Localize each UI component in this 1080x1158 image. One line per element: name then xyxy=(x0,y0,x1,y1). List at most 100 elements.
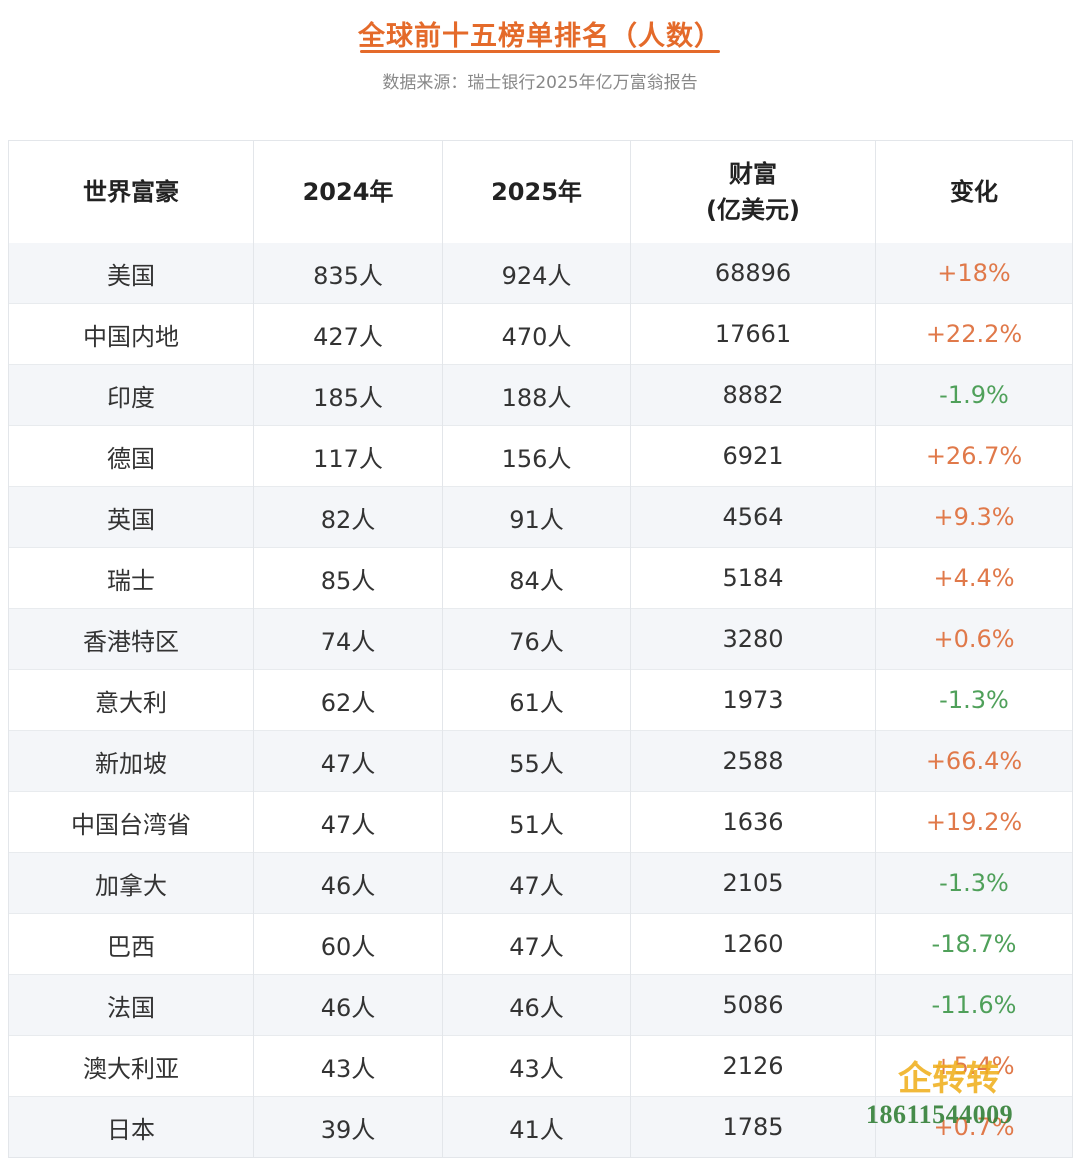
cell-wealth: 1636 xyxy=(630,791,876,853)
cell-country: 德国 xyxy=(8,425,254,487)
column-header-2024: 2024年 xyxy=(253,140,443,243)
table-header-row: 世界富豪 2024年 2025年 财富 (亿美元) 变化 xyxy=(8,140,1073,243)
table-row: 日本 39人 41人 1785 +0.7% xyxy=(8,1096,1073,1158)
page-title: 全球前十五榜单排名（人数） xyxy=(358,21,722,52)
cell-country: 美国 xyxy=(8,243,254,304)
cell-count-2024: 185人 xyxy=(253,364,443,426)
cell-country: 新加坡 xyxy=(8,730,254,792)
cell-count-2024: 47人 xyxy=(253,791,443,853)
table-row: 澳大利亚 43人 43人 2126 +5.4% xyxy=(8,1035,1073,1097)
table-row: 印度 185人 188人 8882 -1.9% xyxy=(8,364,1073,426)
table-row: 中国台湾省 47人 51人 1636 +19.2% xyxy=(8,791,1073,853)
cell-count-2025: 61人 xyxy=(442,669,631,731)
table-row: 法国 46人 46人 5086 -11.6% xyxy=(8,974,1073,1036)
cell-country: 法国 xyxy=(8,974,254,1036)
cell-change: -1.9% xyxy=(875,364,1073,426)
cell-count-2025: 47人 xyxy=(442,913,631,975)
cell-wealth: 2105 xyxy=(630,852,876,914)
cell-change: +26.7% xyxy=(875,425,1073,487)
cell-wealth: 1973 xyxy=(630,669,876,731)
watermark-logo: 企转转 xyxy=(898,1061,1000,1098)
cell-count-2024: 85人 xyxy=(253,547,443,609)
cell-wealth: 2588 xyxy=(630,730,876,792)
column-header-change: 变化 xyxy=(875,140,1073,243)
cell-count-2025: 470人 xyxy=(442,303,631,365)
table-row: 香港特区 74人 76人 3280 +0.6% xyxy=(8,608,1073,670)
cell-wealth: 5184 xyxy=(630,547,876,609)
cell-change: +0.7% xyxy=(875,1096,1073,1158)
column-header-2025: 2025年 xyxy=(442,140,631,243)
table-row: 美国 835人 924人 68896 +18% xyxy=(8,243,1073,304)
cell-wealth: 17661 xyxy=(630,303,876,365)
cell-change: +22.2% xyxy=(875,303,1073,365)
cell-count-2025: 84人 xyxy=(442,547,631,609)
cell-wealth: 2126 xyxy=(630,1035,876,1097)
cell-count-2025: 91人 xyxy=(442,486,631,548)
column-header-country: 世界富豪 xyxy=(8,140,254,243)
cell-count-2025: 924人 xyxy=(442,243,631,304)
cell-count-2024: 117人 xyxy=(253,425,443,487)
cell-wealth: 4564 xyxy=(630,486,876,548)
watermark-phone: 18611544009 xyxy=(866,1100,1014,1129)
table-row: 意大利 62人 61人 1973 -1.3% xyxy=(8,669,1073,731)
cell-country: 日本 xyxy=(8,1096,254,1158)
table-row: 德国 117人 156人 6921 +26.7% xyxy=(8,425,1073,487)
cell-change: +66.4% xyxy=(875,730,1073,792)
cell-count-2025: 156人 xyxy=(442,425,631,487)
table-row: 新加坡 47人 55人 2588 +66.4% xyxy=(8,730,1073,792)
cell-count-2025: 188人 xyxy=(442,364,631,426)
cell-change: -18.7% xyxy=(875,913,1073,975)
cell-wealth: 68896 xyxy=(630,243,876,304)
cell-wealth: 5086 xyxy=(630,974,876,1036)
cell-count-2025: 55人 xyxy=(442,730,631,792)
cell-count-2025: 41人 xyxy=(442,1096,631,1158)
cell-wealth: 1785 xyxy=(630,1096,876,1158)
cell-count-2024: 427人 xyxy=(253,303,443,365)
cell-count-2025: 43人 xyxy=(442,1035,631,1097)
table-row: 巴西 60人 47人 1260 -18.7% xyxy=(8,913,1073,975)
cell-country: 瑞士 xyxy=(8,547,254,609)
column-header-wealth: 财富 (亿美元) xyxy=(630,140,876,243)
cell-wealth: 1260 xyxy=(630,913,876,975)
cell-count-2024: 74人 xyxy=(253,608,443,670)
cell-count-2025: 46人 xyxy=(442,974,631,1036)
data-source-note: 数据来源：瑞士银行2025年亿万富翁报告 xyxy=(382,73,698,93)
cell-country: 巴西 xyxy=(8,913,254,975)
cell-count-2025: 47人 xyxy=(442,852,631,914)
table-row: 中国内地 427人 470人 17661 +22.2% xyxy=(8,303,1073,365)
cell-count-2025: 76人 xyxy=(442,608,631,670)
cell-change: -1.3% xyxy=(875,669,1073,731)
cell-count-2024: 82人 xyxy=(253,486,443,548)
cell-count-2024: 46人 xyxy=(253,852,443,914)
cell-change: +5.4% xyxy=(875,1035,1073,1097)
cell-wealth: 8882 xyxy=(630,364,876,426)
cell-change: +0.6% xyxy=(875,608,1073,670)
table-row: 瑞士 85人 84人 5184 +4.4% xyxy=(8,547,1073,609)
cell-count-2024: 60人 xyxy=(253,913,443,975)
cell-change: +9.3% xyxy=(875,486,1073,548)
cell-country: 印度 xyxy=(8,364,254,426)
cell-country: 中国内地 xyxy=(8,303,254,365)
billionaire-ranking-table: 世界富豪 2024年 2025年 财富 (亿美元) 变化 美国 835人 924人 6… xyxy=(8,140,1073,1158)
cell-change: -11.6% xyxy=(875,974,1073,1036)
cell-change: +4.4% xyxy=(875,547,1073,609)
cell-change: +18% xyxy=(875,243,1073,304)
cell-country: 澳大利亚 xyxy=(8,1035,254,1097)
cell-count-2025: 51人 xyxy=(442,791,631,853)
cell-country: 英国 xyxy=(8,486,254,548)
cell-count-2024: 43人 xyxy=(253,1035,443,1097)
table-row: 加拿大 46人 47人 2105 -1.3% xyxy=(8,852,1073,914)
watermark: 企转转 18611544009 xyxy=(866,1060,1056,1130)
cell-wealth: 6921 xyxy=(630,425,876,487)
cell-count-2024: 39人 xyxy=(253,1096,443,1158)
cell-country: 意大利 xyxy=(8,669,254,731)
cell-count-2024: 62人 xyxy=(253,669,443,731)
cell-count-2024: 46人 xyxy=(253,974,443,1036)
cell-country: 加拿大 xyxy=(8,852,254,914)
cell-count-2024: 835人 xyxy=(253,243,443,304)
title-underline xyxy=(360,50,720,53)
cell-count-2024: 47人 xyxy=(253,730,443,792)
cell-country: 中国台湾省 xyxy=(8,791,254,853)
cell-wealth: 3280 xyxy=(630,608,876,670)
cell-change: -1.3% xyxy=(875,852,1073,914)
